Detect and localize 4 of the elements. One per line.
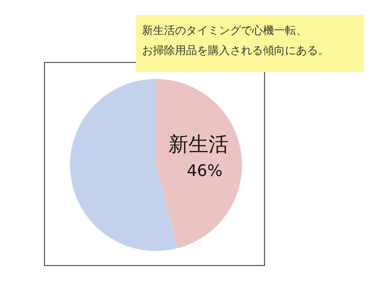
slice-label: 新生活 [168,132,229,156]
text: お掃除用品を購入される傾向にある。 [142,43,330,59]
data-label: 46% [186,160,222,180]
text: 新生活のタイミングで心機一転、 [142,23,308,39]
